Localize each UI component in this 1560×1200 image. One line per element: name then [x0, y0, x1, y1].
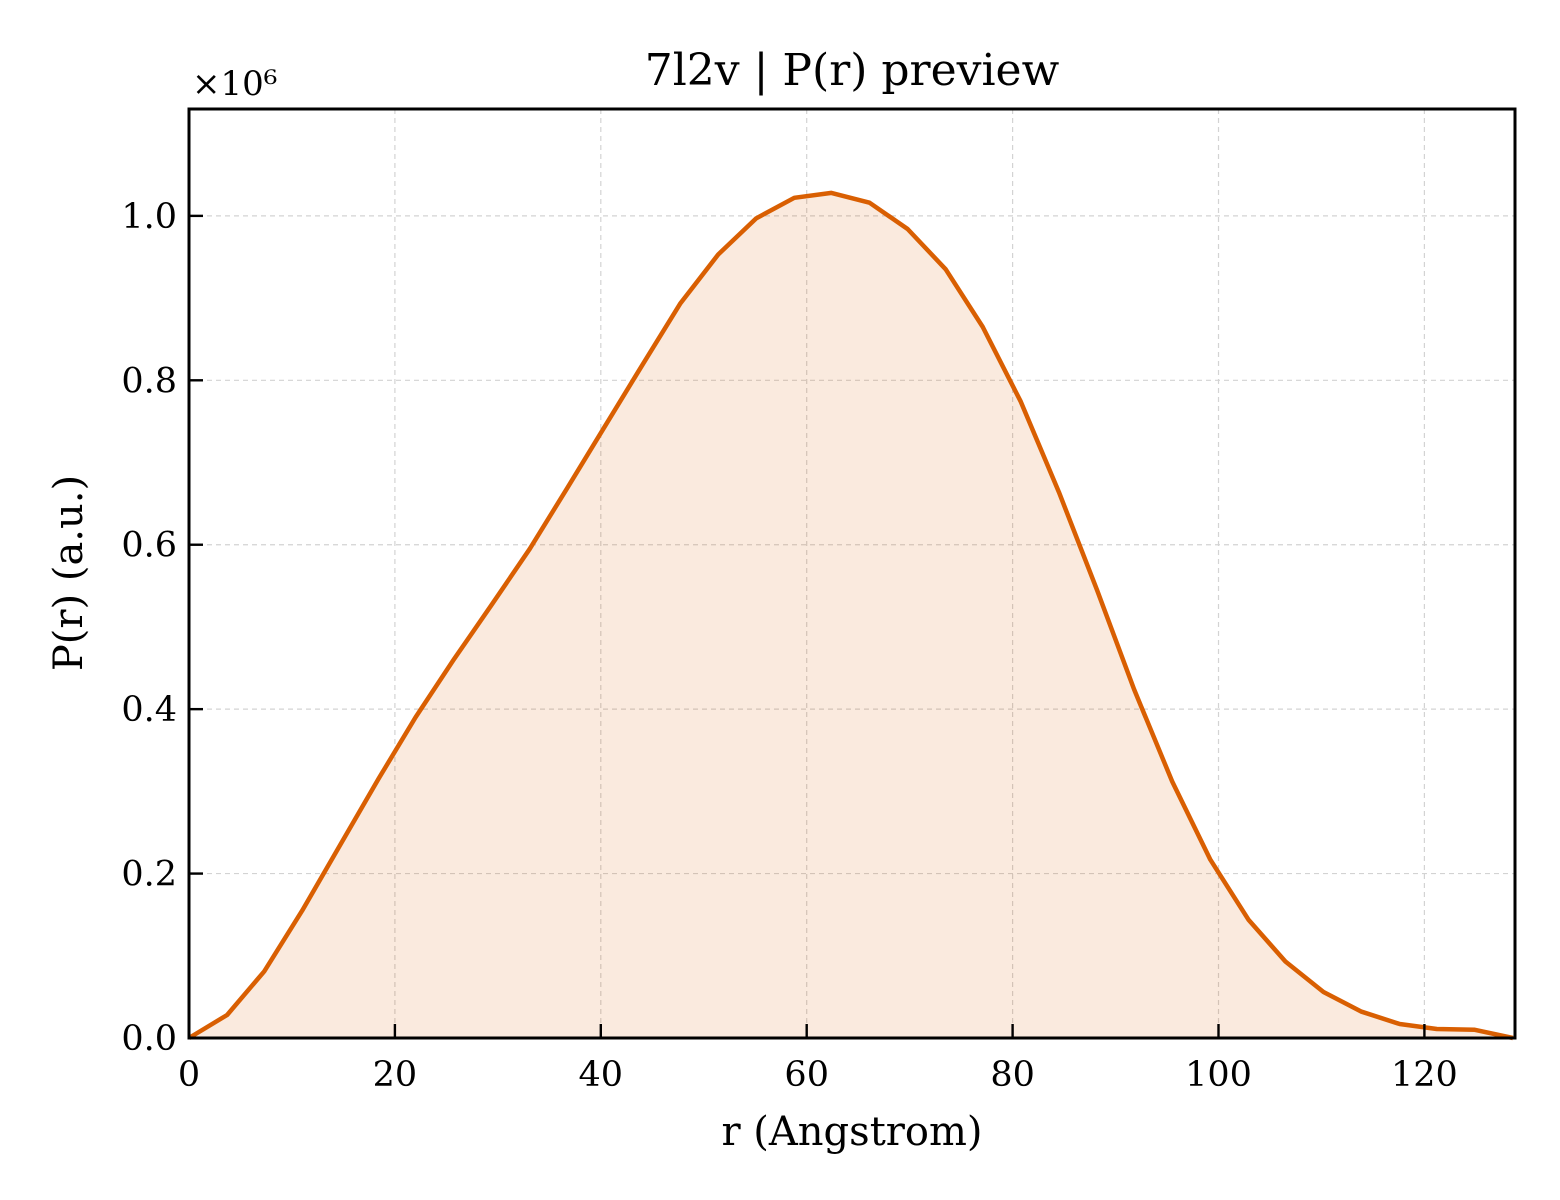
- x-axis-label: r (Angstrom): [721, 1109, 982, 1155]
- y-tick-label: 1.0: [121, 197, 177, 237]
- x-tick-label: 20: [373, 1055, 418, 1095]
- y-tick-label: 0.8: [121, 361, 177, 401]
- y-tick-labels: 0.0 0.2 0.4 0.6 0.8 1.0: [121, 197, 177, 1059]
- x-tick-label: 60: [784, 1055, 829, 1095]
- y-tick-label: 0.4: [121, 690, 177, 730]
- plot-frame: [187, 107, 1517, 1040]
- x-tick-label: 80: [990, 1055, 1035, 1095]
- area-fill: [189, 192, 1513, 1038]
- x-tick-label: 100: [1185, 1055, 1252, 1095]
- chart-title: 7l2v | P(r) preview: [645, 45, 1060, 96]
- x-tick-label: 0: [178, 1055, 200, 1095]
- x-tick-label: 40: [579, 1055, 624, 1095]
- x-tick-labels: 0 20 40 60 80 100 120: [178, 1055, 1458, 1095]
- y-tick-label: 0.6: [121, 526, 177, 566]
- grid: [189, 109, 1515, 1038]
- y-axis-label: P(r) (a.u.): [46, 475, 92, 671]
- series-line: [187, 190, 1514, 1041]
- y-tick-label: 0.2: [121, 855, 177, 895]
- y-offset-label: ×10⁶: [192, 64, 277, 104]
- y-tick-label: 0.0: [121, 1019, 177, 1059]
- x-tick-label: 120: [1391, 1055, 1458, 1095]
